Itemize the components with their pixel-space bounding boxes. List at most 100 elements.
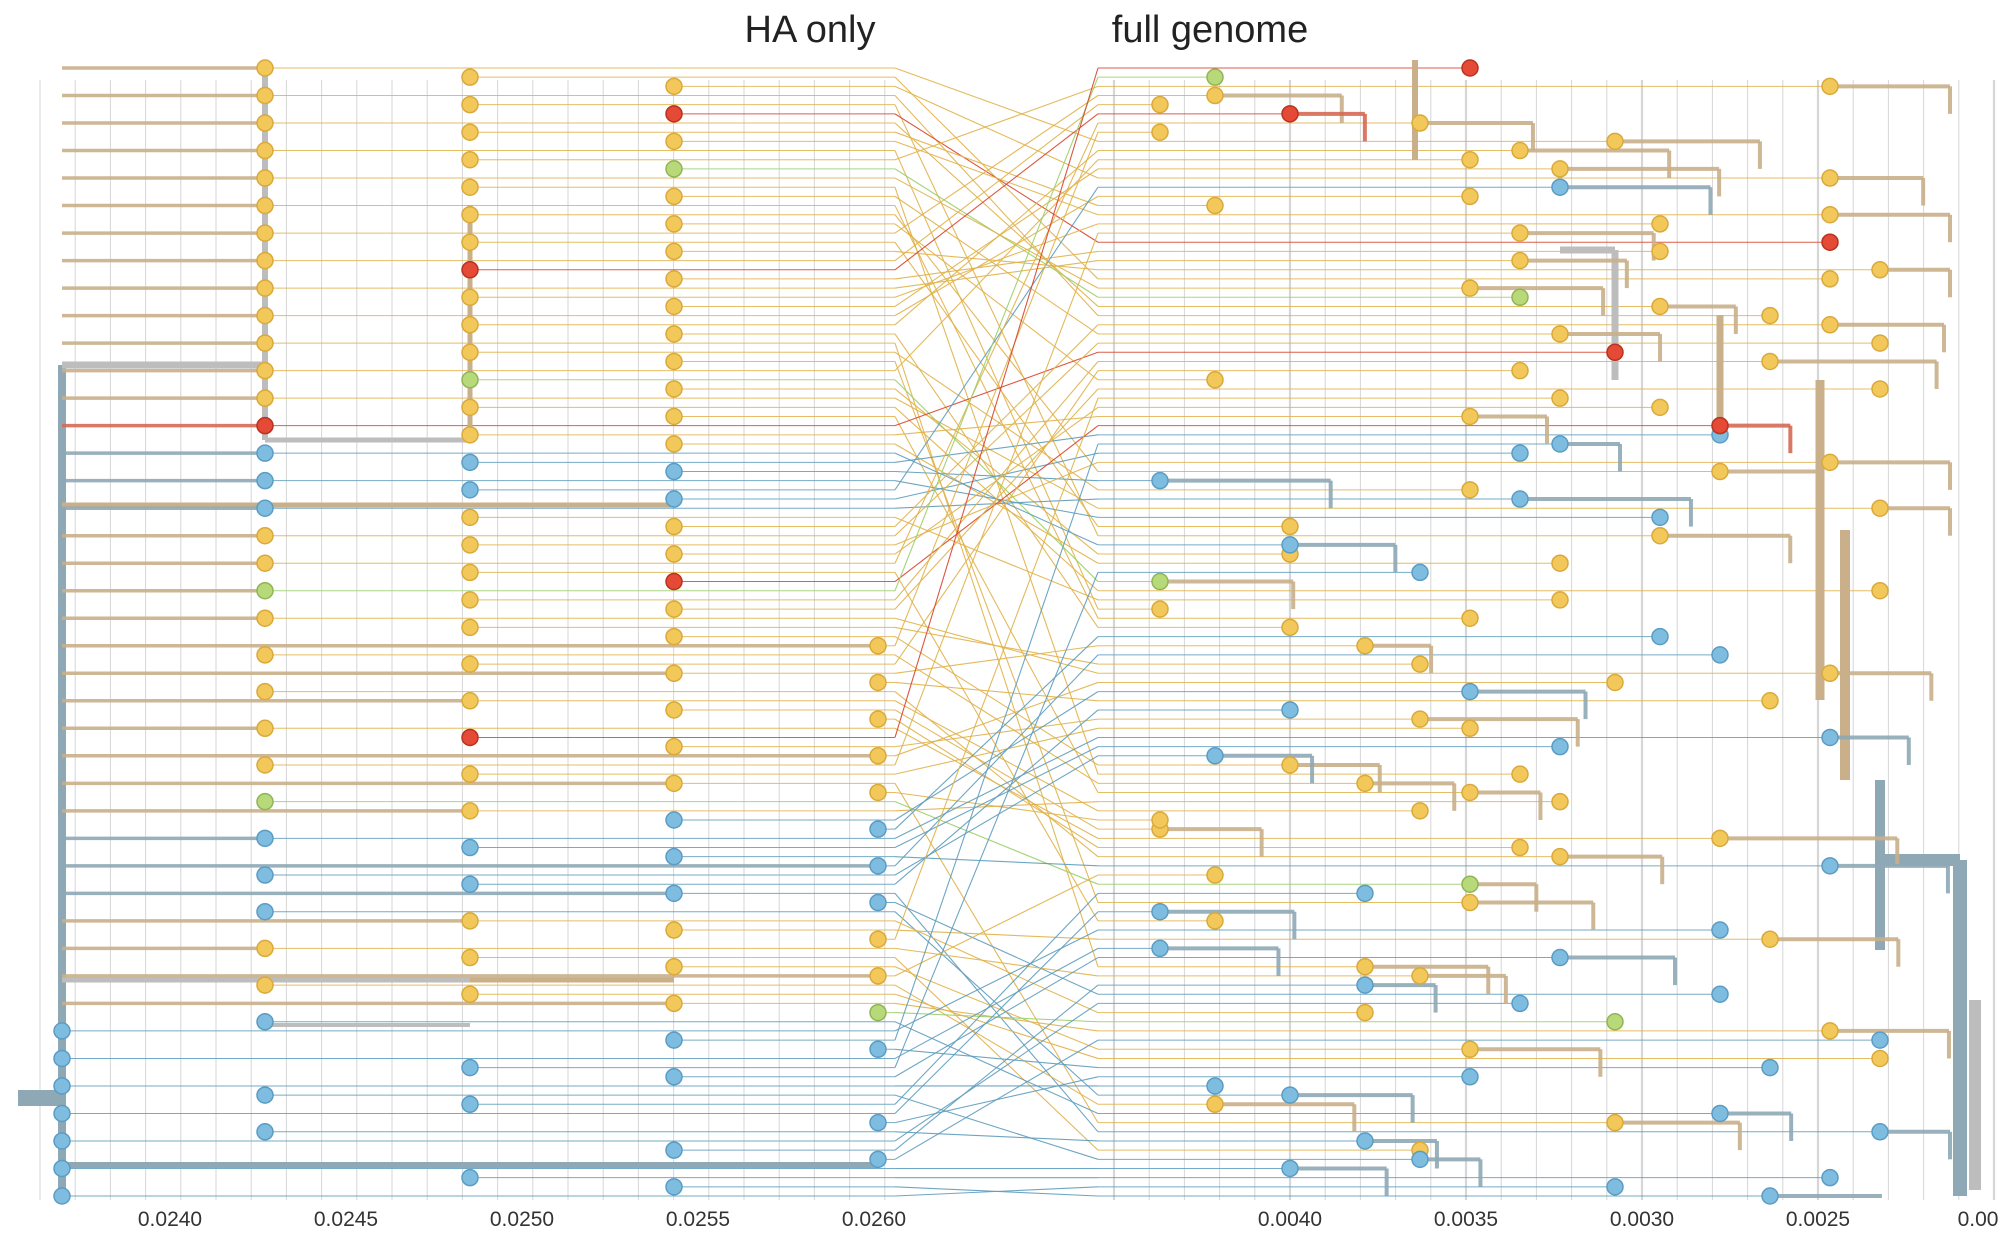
tip-marker xyxy=(869,893,887,912)
tip-marker xyxy=(256,526,274,545)
tip-marker xyxy=(1411,967,1429,985)
tip-marker xyxy=(461,802,479,820)
tanglegram-link xyxy=(894,443,1099,1041)
tanglegram-link xyxy=(894,691,1099,821)
tip-marker xyxy=(665,957,683,976)
tip-marker xyxy=(665,600,683,618)
tip-marker xyxy=(461,838,479,857)
tip-marker xyxy=(1461,187,1479,206)
tanglegram-link xyxy=(894,947,1099,1059)
tip-marker xyxy=(1151,572,1169,591)
right-tick-label: 0.0030 xyxy=(1610,1208,1674,1231)
tip-marker xyxy=(665,884,683,903)
tanglegram-link xyxy=(894,902,1099,995)
tip-marker xyxy=(665,811,683,829)
left-gridlines xyxy=(39,80,886,1200)
tanglegram-link xyxy=(894,654,1099,867)
tip-marker xyxy=(1711,462,1729,481)
tanglegram-link xyxy=(894,1094,1099,1160)
tip-marker xyxy=(665,921,683,939)
tip-marker xyxy=(1871,261,1889,279)
tip-marker xyxy=(1821,233,1839,251)
tanglegram-link xyxy=(894,709,1099,830)
tip-marker xyxy=(256,141,274,160)
tanglegram-link xyxy=(894,957,1099,1151)
tip-marker xyxy=(256,829,274,848)
tip-marker xyxy=(461,205,479,224)
tip-marker xyxy=(1151,811,1169,829)
tip-marker xyxy=(1551,591,1569,609)
tip-marker xyxy=(869,710,887,728)
tanglegram-links xyxy=(62,67,1880,1197)
tip-marker xyxy=(1606,1178,1624,1196)
tanglegram-link xyxy=(894,801,1099,885)
tanglegram-link xyxy=(894,636,1099,766)
tanglegram-link xyxy=(894,801,1099,812)
tip-marker xyxy=(1356,957,1374,976)
tanglegram-link xyxy=(894,929,1099,940)
tip-marker xyxy=(1461,407,1479,426)
tip-marker xyxy=(1761,352,1779,371)
tanglegram-link xyxy=(894,223,1099,298)
right-tick-label: 0.00 xyxy=(1958,1208,1999,1231)
tip-marker xyxy=(256,224,274,242)
tip-marker xyxy=(1511,224,1529,242)
tanglegram-link xyxy=(894,736,1099,839)
tip-marker xyxy=(665,545,683,563)
tip-marker xyxy=(461,288,479,307)
left-tick-label: 0.0250 xyxy=(490,1208,554,1231)
tip-marker xyxy=(1411,710,1429,728)
tip-marker xyxy=(869,820,887,838)
tanglegram-link xyxy=(894,727,1099,775)
tip-marker xyxy=(665,132,683,151)
tip-marker xyxy=(461,261,479,279)
tip-marker xyxy=(1651,297,1669,316)
tip-marker xyxy=(1206,86,1224,105)
tip-marker xyxy=(665,77,683,96)
tip-marker xyxy=(256,471,274,490)
tip-marker xyxy=(1551,389,1569,407)
tip-markers xyxy=(53,59,1889,1205)
tanglegram-link xyxy=(894,85,1099,161)
tip-marker xyxy=(1761,692,1779,710)
tip-marker xyxy=(461,536,479,554)
tanglegram-link xyxy=(894,104,1099,262)
left-panel-title: HA only xyxy=(745,9,876,51)
tip-marker xyxy=(256,719,274,738)
tip-marker xyxy=(1871,380,1889,398)
tip-marker xyxy=(1871,1123,1889,1141)
tanglegram-link xyxy=(894,1131,1099,1142)
tip-marker xyxy=(256,792,274,811)
right-tick-label: 0.0040 xyxy=(1258,1208,1322,1231)
tip-marker xyxy=(1551,737,1569,756)
tip-marker xyxy=(256,169,274,187)
tip-marker xyxy=(1821,205,1839,224)
tanglegram-link xyxy=(894,856,1099,867)
tip-marker xyxy=(461,563,479,582)
tip-marker xyxy=(1871,499,1889,517)
tip-marker xyxy=(869,857,887,875)
tip-marker xyxy=(1821,77,1839,96)
left-tick-label: 0.0260 xyxy=(842,1208,906,1231)
tanglegram-link xyxy=(894,186,1099,491)
tip-marker xyxy=(1461,682,1479,701)
tip-marker xyxy=(665,701,683,719)
tip-marker xyxy=(1411,1150,1429,1169)
tip-marker xyxy=(256,279,274,297)
tip-marker xyxy=(256,499,274,517)
tip-marker xyxy=(256,361,274,380)
left-tick-label: 0.0255 xyxy=(666,1208,730,1231)
tip-marker xyxy=(869,1040,887,1059)
tip-marker xyxy=(256,756,274,774)
tip-marker xyxy=(1871,1031,1889,1049)
tip-marker xyxy=(869,637,887,655)
tip-marker xyxy=(869,1113,887,1132)
tip-marker xyxy=(1206,371,1224,389)
tip-marker xyxy=(1511,288,1529,307)
tanglegram-link xyxy=(894,324,1099,527)
tip-marker xyxy=(461,123,479,141)
tanglegram-link xyxy=(894,681,1099,757)
tanglegram-link xyxy=(894,131,1099,646)
tip-marker xyxy=(1761,930,1779,948)
tip-marker xyxy=(1511,838,1529,857)
